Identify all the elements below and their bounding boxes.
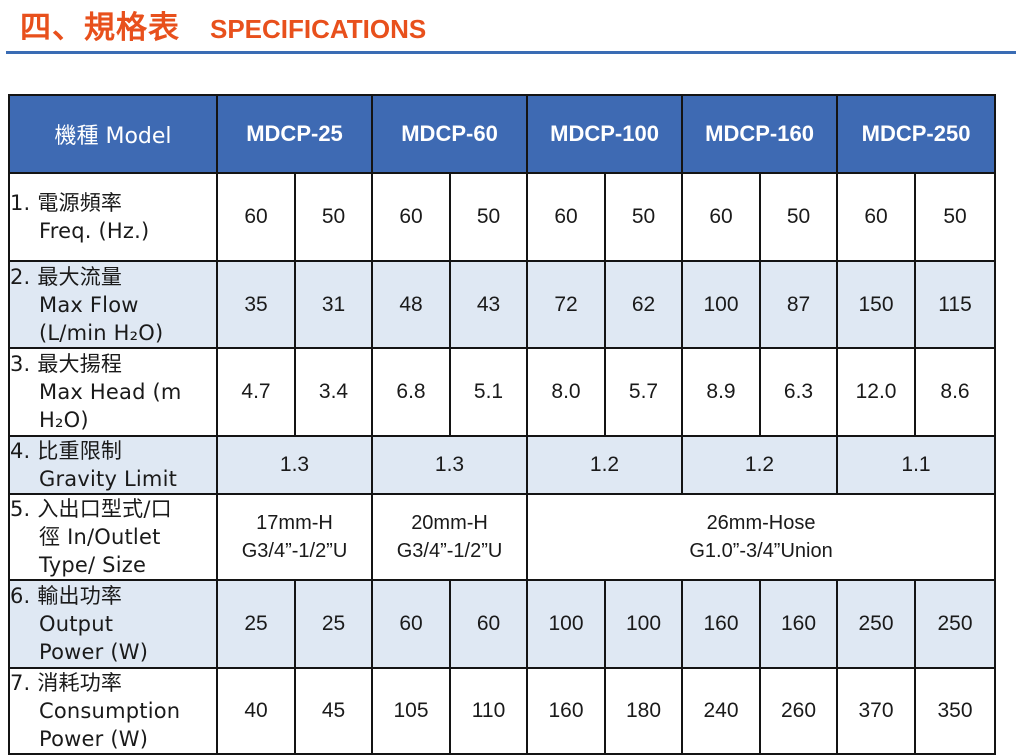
table-cell: 3.4	[293, 347, 374, 437]
table-cell: 25	[293, 579, 374, 669]
table-cell: 1.3	[371, 435, 529, 495]
specifications-table: 機種 Model MDCP-25 MDCP-60 MDCP-100 MDCP-1…	[8, 94, 997, 755]
table-cell: 1.2	[681, 435, 839, 495]
table-cell: 4.7	[216, 347, 296, 437]
row-max-head: 3. 最大揚程 Max Head (m H₂O) 4.7 3.4 6.8 5.1…	[8, 347, 997, 437]
table-cell: 160	[681, 579, 762, 669]
row-label-frequency: 1. 電源頻率 Freq. (Hz.)	[8, 172, 218, 262]
row-label-max-head: 3. 最大揚程 Max Head (m H₂O)	[8, 347, 218, 437]
table-cell: 110	[449, 667, 529, 755]
table-cell: 240	[681, 667, 762, 755]
row-label-inlet-outlet: 5. 入出口型式/口 徑 In/Outlet Type/ Size	[8, 493, 218, 581]
table-cell: 100	[604, 579, 684, 669]
table-cell: 8.6	[914, 347, 997, 437]
table-cell: 50	[293, 172, 374, 262]
row-gravity-limit: 4. 比重限制 Gravity Limit 1.3 1.3 1.2 1.2 1.…	[8, 435, 997, 495]
row-frequency: 1. 電源頻率 Freq. (Hz.) 60 50 60 50 60 50 60…	[8, 172, 997, 262]
table-cell: 250	[914, 579, 997, 669]
table-cell: 5.1	[449, 347, 529, 437]
table-cell: 40	[216, 667, 296, 755]
row-label-output-power: 6. 輸出功率 Output Power (W)	[8, 579, 218, 669]
table-cell: 60	[371, 579, 452, 669]
model-header-mdcp-160: MDCP-160	[681, 94, 839, 174]
table-cell: 160	[526, 667, 607, 755]
table-cell: 60	[681, 172, 762, 262]
page-heading: 四、規格表 SPECIFICATIONS	[20, 2, 426, 46]
table-cell: 50	[604, 172, 684, 262]
table-cell: 45	[293, 667, 374, 755]
table-cell: 50	[449, 172, 529, 262]
table-cell: 43	[449, 260, 529, 349]
table-cell: 26mm-Hose G1.0”-3/4”Union	[526, 493, 997, 581]
table-cell: 35	[216, 260, 296, 349]
table-cell: 50	[914, 172, 997, 262]
model-header-mdcp-100: MDCP-100	[526, 94, 684, 174]
model-column-header: 機種 Model	[8, 94, 218, 174]
table-cell: 370	[836, 667, 917, 755]
heading-english: SPECIFICATIONS	[210, 14, 427, 44]
row-max-flow: 2. 最大流量 Max Flow (L/min H₂O) 35 31 48 43…	[8, 260, 997, 349]
table-cell: 180	[604, 667, 684, 755]
table-cell: 1.1	[836, 435, 997, 495]
heading-chinese: 四、規格表	[20, 10, 180, 46]
table-cell: 150	[836, 260, 917, 349]
table-cell: 60	[836, 172, 917, 262]
row-label-max-flow: 2. 最大流量 Max Flow (L/min H₂O)	[8, 260, 218, 349]
table-cell: 1.2	[526, 435, 684, 495]
table-cell: 60	[526, 172, 607, 262]
table-cell: 60	[449, 579, 529, 669]
table-cell: 6.8	[371, 347, 452, 437]
table-cell: 1.3	[215, 435, 374, 495]
model-header-mdcp-25: MDCP-25	[215, 94, 374, 174]
model-header-mdcp-60: MDCP-60	[371, 94, 529, 174]
header-row: 機種 Model MDCP-25 MDCP-60 MDCP-100 MDCP-1…	[8, 94, 997, 174]
table-cell: 62	[604, 260, 684, 349]
model-header-mdcp-250: MDCP-250	[836, 94, 997, 174]
table-cell: 87	[759, 260, 839, 349]
table-cell: 48	[371, 260, 452, 349]
row-label-gravity-limit: 4. 比重限制 Gravity Limit	[8, 435, 218, 495]
table-cell: 50	[759, 172, 839, 262]
table-cell: 72	[526, 260, 607, 349]
table-cell: 60	[371, 172, 452, 262]
table-cell: 20mm-H G3/4”-1/2”U	[371, 493, 529, 581]
table-cell: 260	[759, 667, 839, 755]
table-cell: 105	[371, 667, 452, 755]
row-label-consumption-power: 7. 消耗功率 Consumption Power (W)	[8, 667, 218, 755]
row-output-power: 6. 輸出功率 Output Power (W) 25 25 60 60 100…	[8, 579, 997, 669]
table-cell: 25	[216, 579, 296, 669]
table-cell: 350	[914, 667, 997, 755]
heading-divider	[6, 51, 1016, 54]
table-cell: 250	[836, 579, 917, 669]
table-cell: 8.0	[526, 347, 607, 437]
table-cell: 8.9	[681, 347, 762, 437]
table-cell: 160	[759, 579, 839, 669]
table-cell: 31	[293, 260, 374, 349]
table-cell: 5.7	[604, 347, 684, 437]
row-consumption-power: 7. 消耗功率 Consumption Power (W) 40 45 105 …	[8, 667, 997, 755]
table-cell: 60	[216, 172, 296, 262]
table-cell: 100	[681, 260, 762, 349]
table-cell: 17mm-H G3/4”-1/2”U	[215, 493, 374, 581]
table-cell: 115	[914, 260, 997, 349]
table-cell: 100	[526, 579, 607, 669]
table-cell: 6.3	[759, 347, 839, 437]
row-inlet-outlet: 5. 入出口型式/口 徑 In/Outlet Type/ Size 17mm-H…	[8, 493, 997, 581]
table-cell: 12.0	[836, 347, 917, 437]
